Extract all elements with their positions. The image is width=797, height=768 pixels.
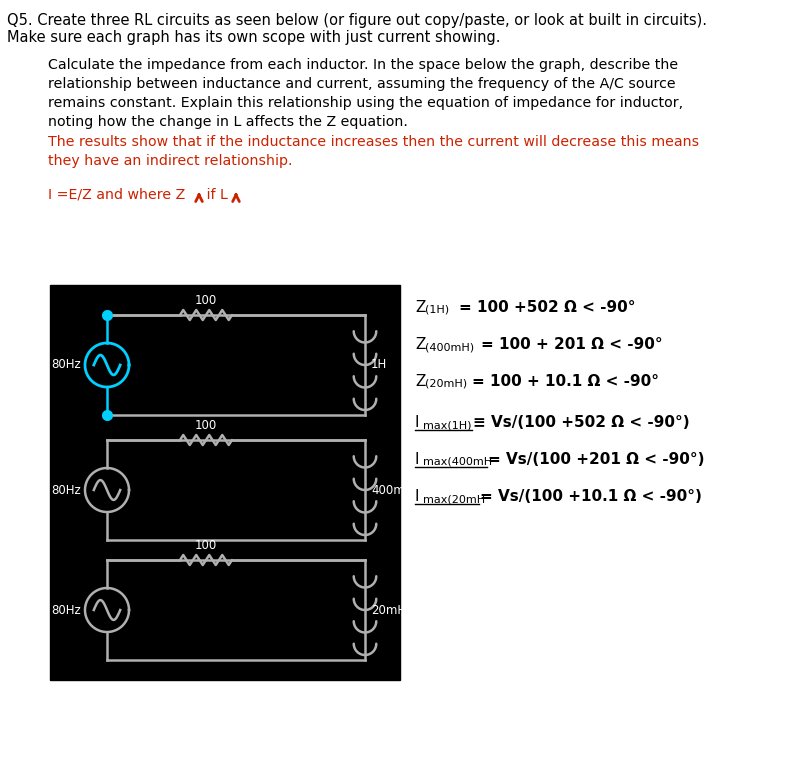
Text: I: I (415, 489, 419, 504)
Text: 80Hz: 80Hz (51, 604, 81, 617)
Text: I: I (415, 452, 419, 467)
Text: I: I (415, 415, 419, 430)
Text: Z: Z (415, 300, 426, 315)
Text: max(400mH: max(400mH (423, 457, 492, 467)
Text: Z: Z (415, 337, 426, 352)
Text: 80Hz: 80Hz (51, 359, 81, 372)
Text: = 100 +502 Ω < -90°: = 100 +502 Ω < -90° (459, 300, 635, 315)
Text: Q5. Create three RL circuits as seen below (or figure out copy/paste, or look at: Q5. Create three RL circuits as seen bel… (7, 13, 707, 28)
Text: noting how the change in L affects the Z equation.: noting how the change in L affects the Z… (48, 115, 408, 129)
Text: remains constant. Explain this relationship using the equation of impedance for : remains constant. Explain this relations… (48, 96, 683, 110)
Text: ≡ Vs/(100 +502 Ω < -90°): ≡ Vs/(100 +502 Ω < -90°) (473, 415, 689, 430)
Text: 100: 100 (195, 539, 217, 552)
Text: 80Hz: 80Hz (51, 484, 81, 496)
Text: = 100 + 10.1 Ω < -90°: = 100 + 10.1 Ω < -90° (472, 374, 659, 389)
Bar (50, 285, 400, 680)
Text: (400mH): (400mH) (425, 342, 474, 352)
Text: 1H: 1H (371, 359, 387, 372)
Text: (20mH): (20mH) (425, 379, 467, 389)
Text: = Vs/(100 +10.1 Ω < -90°): = Vs/(100 +10.1 Ω < -90°) (480, 489, 702, 504)
Text: (1H): (1H) (425, 305, 450, 315)
Text: max(1H): max(1H) (423, 420, 472, 430)
Text: = 100 + 201 Ω < -90°: = 100 + 201 Ω < -90° (481, 337, 662, 352)
Text: Z: Z (415, 374, 426, 389)
Text: if L: if L (202, 188, 228, 202)
Text: 400mH: 400mH (371, 484, 414, 496)
Text: I =E/Z and where Z: I =E/Z and where Z (48, 188, 185, 202)
Text: Calculate the impedance from each inductor. In the space below the graph, descri: Calculate the impedance from each induct… (48, 58, 678, 72)
Text: = Vs/(100 +201 Ω < -90°): = Vs/(100 +201 Ω < -90°) (488, 452, 705, 467)
Text: max(20mH: max(20mH (423, 494, 485, 504)
Text: The results show that if the inductance increases then the current will decrease: The results show that if the inductance … (48, 135, 699, 149)
Text: relationship between inductance and current, assuming the frequency of the A/C s: relationship between inductance and curr… (48, 77, 676, 91)
Text: 20mH: 20mH (371, 604, 406, 617)
Text: 100: 100 (195, 419, 217, 432)
Text: 100: 100 (195, 294, 217, 307)
Text: Make sure each graph has its own scope with just current showing.: Make sure each graph has its own scope w… (7, 30, 501, 45)
Text: they have an indirect relationship.: they have an indirect relationship. (48, 154, 292, 168)
